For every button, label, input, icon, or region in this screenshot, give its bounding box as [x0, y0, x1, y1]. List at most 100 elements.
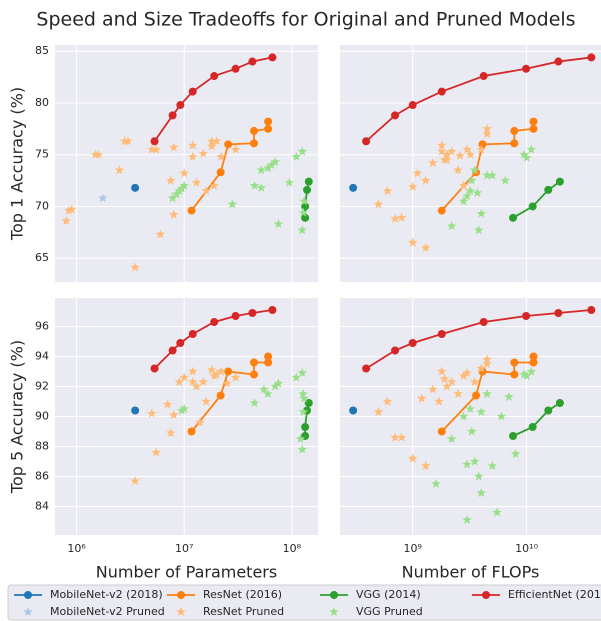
point: [544, 185, 553, 194]
star-point: [396, 212, 407, 222]
star-point: [249, 180, 260, 190]
star-point: [467, 175, 477, 185]
point: [168, 346, 177, 355]
star-point: [407, 181, 418, 191]
point: [264, 124, 273, 133]
point: [479, 72, 488, 81]
point: [555, 399, 564, 407]
star-point: [187, 366, 198, 376]
point: [529, 352, 538, 361]
point: [349, 406, 358, 415]
star-point: [263, 389, 273, 399]
star-point: [462, 515, 472, 525]
point: [472, 391, 481, 400]
point: [248, 309, 257, 317]
point: [264, 117, 273, 126]
star-point: [416, 393, 427, 403]
star-point: [256, 165, 267, 175]
star-point: [412, 168, 423, 178]
star-point: [216, 151, 226, 161]
star-point: [407, 453, 418, 463]
point: [544, 406, 553, 415]
y-tick-label: 94: [35, 350, 49, 363]
star-point: [297, 146, 308, 156]
star-point: [227, 199, 238, 209]
legend-marker: [177, 591, 185, 599]
star-point: [169, 142, 179, 152]
x-tick-label: 10¹⁰: [515, 542, 538, 555]
point: [150, 137, 159, 146]
star-point: [453, 389, 463, 399]
star-point: [428, 157, 438, 168]
star-point: [179, 168, 189, 178]
point: [555, 177, 564, 186]
star-point: [130, 476, 140, 486]
star-point: [487, 461, 498, 471]
star-point: [428, 384, 438, 394]
star-point: [469, 377, 480, 387]
star-point: [298, 207, 309, 217]
point: [301, 213, 310, 222]
series-line: [512, 402, 561, 437]
point: [509, 432, 518, 440]
star-point: [64, 205, 74, 215]
point: [529, 124, 538, 133]
legend-marker: [24, 591, 32, 599]
star-point: [291, 151, 302, 161]
star-point: [462, 191, 472, 201]
star-point: [201, 185, 211, 195]
point: [437, 427, 446, 436]
star-point: [434, 396, 444, 406]
y-tick-label: 80: [35, 96, 49, 109]
point: [529, 358, 538, 367]
star-point: [230, 372, 241, 382]
legend-marker: [176, 607, 186, 617]
star-point: [420, 242, 431, 252]
point: [188, 330, 197, 338]
point: [264, 358, 273, 367]
point: [304, 177, 313, 186]
plot-area: [340, 45, 601, 282]
star-point: [521, 371, 532, 381]
star-point: [446, 377, 457, 387]
point: [301, 423, 310, 431]
star-point: [167, 193, 178, 203]
star-point: [209, 180, 219, 190]
star-point: [177, 405, 187, 415]
point: [408, 339, 417, 347]
subplot: 10⁶ 10⁷ 10⁸ 84 86 88 90 92 94 96 Number of Paramet…: [8, 298, 318, 582]
y-tick-label: 70: [35, 199, 49, 212]
y-tick-label: 84: [35, 500, 49, 513]
point: [224, 140, 233, 149]
point: [479, 318, 488, 326]
star-point: [462, 144, 472, 154]
point: [187, 206, 196, 215]
star-point: [420, 175, 431, 185]
star-point: [195, 417, 205, 427]
star-point: [216, 366, 226, 376]
star-point: [166, 175, 176, 185]
legend-label: EfficientNet (2019): [508, 588, 601, 601]
star-point: [382, 396, 393, 406]
star-point: [169, 209, 179, 219]
star-point: [299, 196, 309, 206]
star-point: [496, 411, 507, 421]
star-point: [259, 384, 269, 394]
star-point: [273, 378, 284, 388]
point: [437, 206, 446, 215]
star-point: [211, 136, 222, 146]
y-tick-label: 88: [35, 440, 49, 453]
star-point: [476, 488, 487, 498]
star-point: [420, 461, 431, 471]
star-point: [206, 141, 217, 151]
point: [510, 370, 519, 379]
star-point: [521, 152, 532, 162]
star-point: [526, 366, 537, 376]
star-point: [256, 182, 267, 192]
star-point: [284, 177, 295, 187]
star-point: [171, 189, 182, 199]
point: [391, 111, 400, 120]
point: [304, 399, 313, 407]
star-point: [298, 407, 309, 417]
star-point: [458, 180, 469, 190]
